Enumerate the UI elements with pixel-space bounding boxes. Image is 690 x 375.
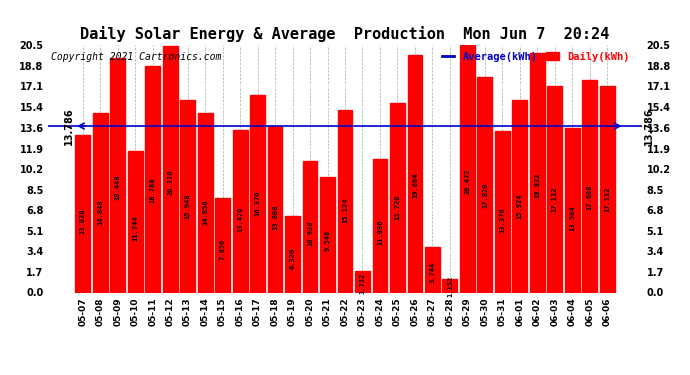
Title: Daily Solar Energy & Average  Production  Mon Jun 7  20:24: Daily Solar Energy & Average Production … — [80, 27, 610, 42]
Bar — [513, 100, 527, 292]
Bar — [495, 131, 510, 292]
Bar — [442, 279, 457, 292]
Text: 7.856: 7.856 — [219, 239, 226, 261]
Bar — [197, 113, 213, 292]
Text: 20.472: 20.472 — [464, 168, 471, 194]
Bar — [92, 113, 108, 292]
Bar — [145, 66, 160, 292]
Bar — [163, 46, 177, 292]
Text: 17.608: 17.608 — [586, 184, 593, 210]
Text: 17.112: 17.112 — [552, 187, 558, 212]
Text: 19.684: 19.684 — [412, 173, 418, 198]
Text: 3.744: 3.744 — [429, 261, 435, 283]
Bar — [250, 95, 265, 292]
Bar — [215, 198, 230, 292]
Bar — [373, 159, 387, 292]
Text: 14.848: 14.848 — [97, 199, 104, 225]
Legend: Average(kWh), Daily(kWh): Average(kWh), Daily(kWh) — [437, 48, 633, 66]
Text: 13.028: 13.028 — [80, 209, 86, 234]
Text: 10.928: 10.928 — [307, 220, 313, 246]
Bar — [75, 135, 90, 292]
Text: 13.808: 13.808 — [272, 205, 278, 230]
Text: 13.376: 13.376 — [500, 207, 505, 232]
Text: 11.096: 11.096 — [377, 219, 383, 245]
Bar — [390, 103, 405, 292]
Bar — [337, 110, 353, 292]
Text: 15.124: 15.124 — [342, 198, 348, 223]
Bar — [425, 247, 440, 292]
Bar — [285, 216, 300, 292]
Bar — [355, 272, 370, 292]
Text: 15.720: 15.720 — [395, 194, 400, 220]
Text: 13.786: 13.786 — [644, 107, 653, 145]
Text: 13.476: 13.476 — [237, 207, 243, 232]
Text: 19.448: 19.448 — [115, 174, 121, 200]
Bar — [530, 53, 545, 292]
Bar — [320, 177, 335, 292]
Bar — [268, 126, 282, 292]
Text: 17.112: 17.112 — [604, 187, 610, 212]
Text: 19.832: 19.832 — [534, 172, 540, 198]
Text: 20.376: 20.376 — [167, 169, 173, 195]
Bar — [110, 58, 125, 292]
Bar — [128, 151, 143, 292]
Bar — [547, 86, 562, 292]
Bar — [408, 55, 422, 292]
Text: 13.786: 13.786 — [64, 107, 74, 145]
Text: 18.768: 18.768 — [150, 178, 156, 203]
Text: 16.376: 16.376 — [255, 191, 261, 216]
Text: 11.744: 11.744 — [132, 216, 138, 242]
Bar — [582, 80, 598, 292]
Bar — [477, 77, 493, 292]
Bar — [180, 100, 195, 292]
Text: 17.820: 17.820 — [482, 183, 488, 209]
Text: 9.548: 9.548 — [324, 230, 331, 251]
Bar — [460, 45, 475, 292]
Text: 14.856: 14.856 — [202, 199, 208, 225]
Bar — [233, 130, 248, 292]
Text: 1.152: 1.152 — [447, 276, 453, 297]
Text: Copyright 2021 Cartronics.com: Copyright 2021 Cartronics.com — [51, 53, 221, 62]
Text: 15.948: 15.948 — [185, 193, 190, 219]
Text: 13.584: 13.584 — [569, 206, 575, 231]
Text: 15.924: 15.924 — [517, 193, 523, 219]
Bar — [600, 86, 615, 292]
Text: 1.752: 1.752 — [359, 272, 366, 294]
Bar — [303, 160, 317, 292]
Text: 6.320: 6.320 — [290, 248, 295, 269]
Bar — [565, 129, 580, 292]
